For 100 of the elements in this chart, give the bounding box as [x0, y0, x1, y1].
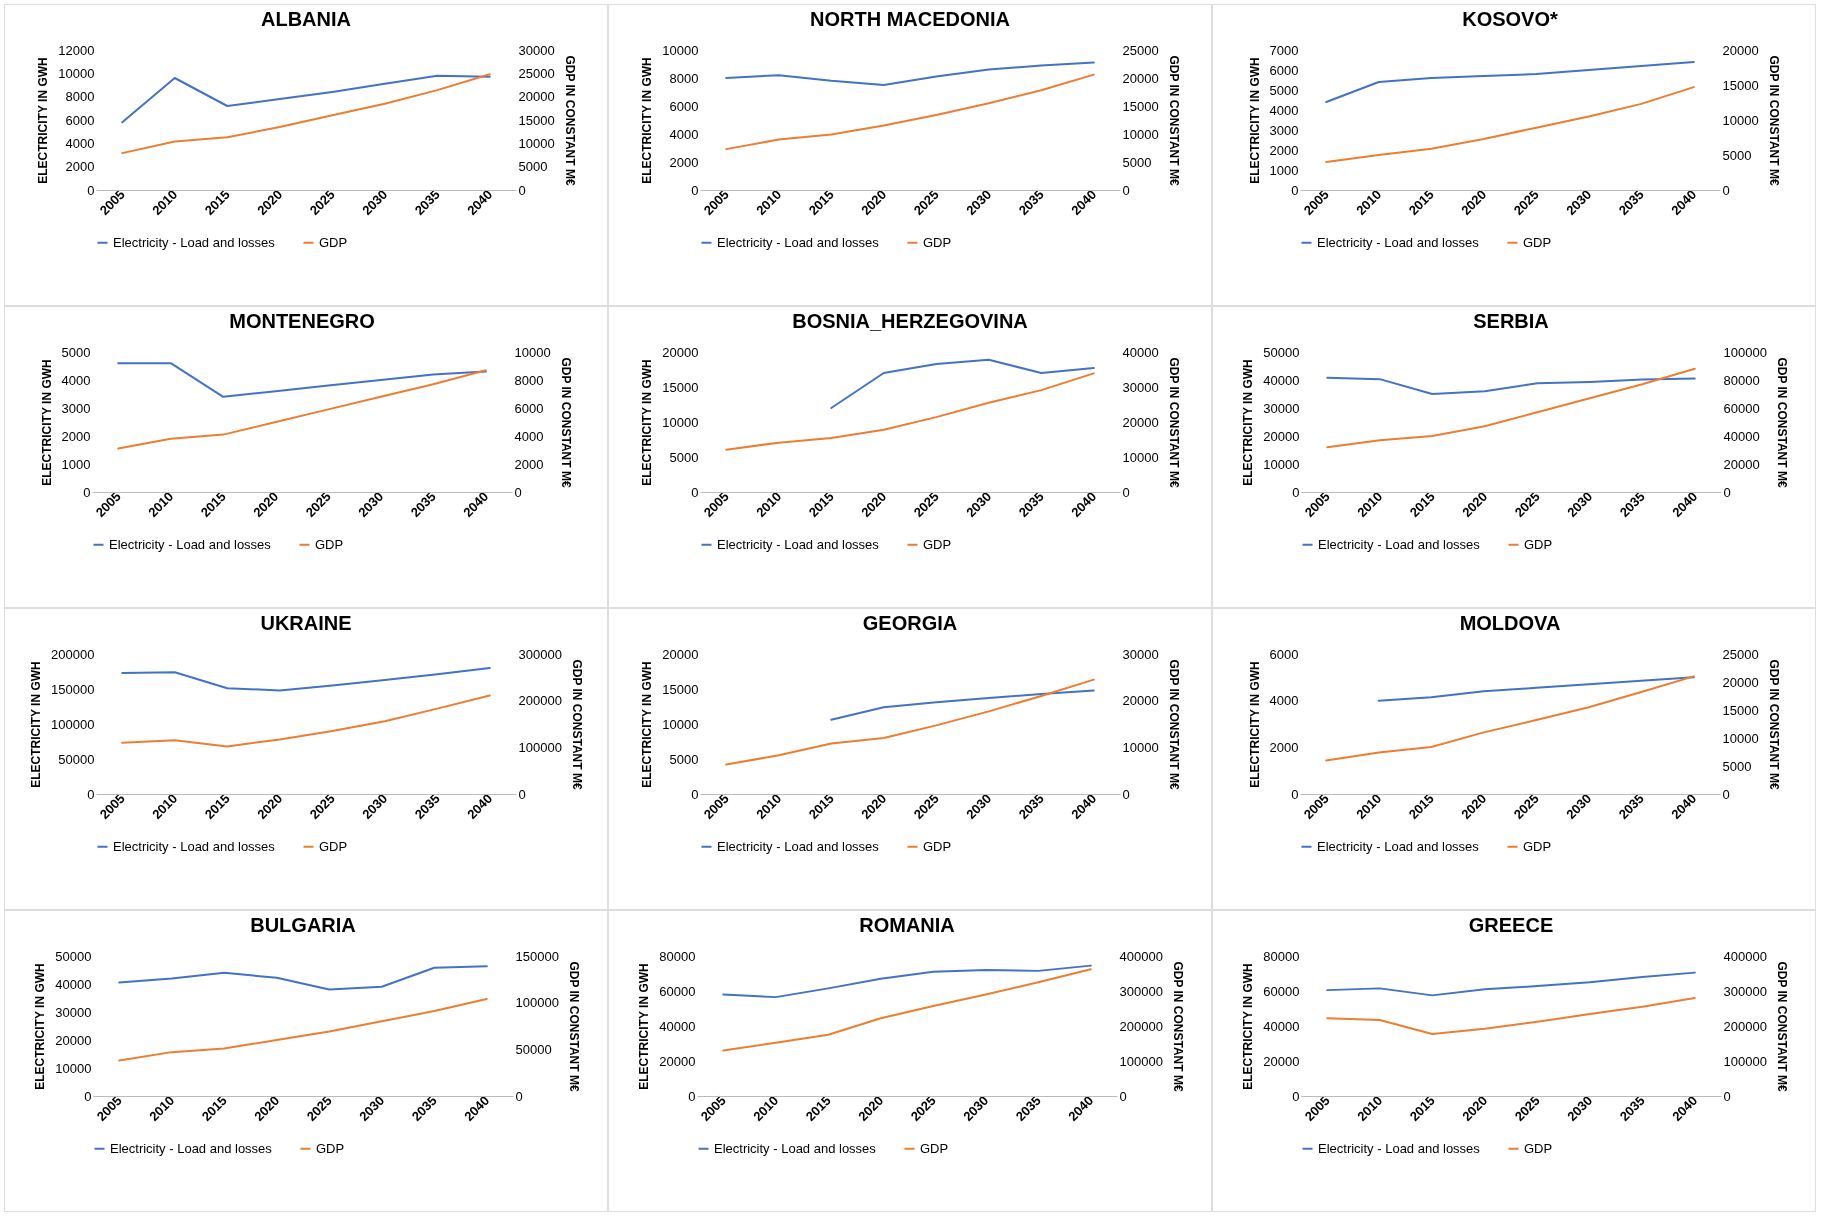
y2-axis-title: GDP IN CONSTANT M€ — [566, 961, 581, 1092]
y-tick-label: 30000 — [1262, 400, 1299, 416]
y2-axis-title: GDP IN CONSTANT M€ — [562, 55, 577, 186]
y-tick-label: 0 — [83, 1088, 91, 1104]
y-tick-label: 0 — [691, 786, 699, 802]
y2-axis-title: GDP IN CONSTANT M€ — [558, 357, 573, 488]
y2-tick-label: 0 — [1723, 484, 1731, 500]
line-series — [1325, 376, 1696, 395]
line-series — [117, 997, 488, 1062]
chart-title: BULGARIA — [249, 914, 356, 936]
y-tick-label: 6000 — [65, 112, 95, 128]
y2-tick-label: 40000 — [1723, 428, 1760, 444]
y-axis-title: ELECTRICITY IN GWH — [640, 661, 655, 788]
line-series — [1325, 86, 1695, 163]
y-axis-title: ELECTRICITY IN GWH — [36, 57, 51, 184]
y-tick-label: 2000 — [1269, 142, 1299, 158]
y2-tick-label: 6000 — [514, 400, 544, 416]
legend-label: Electricity - Load and losses — [1317, 1140, 1480, 1156]
y2-tick-label: 0 — [1122, 786, 1130, 802]
y-tick-label: 4000 — [65, 135, 95, 151]
y-tick-label: 5000 — [669, 449, 699, 465]
line-series — [1325, 367, 1696, 449]
y2-tick-label: 200000 — [1119, 1018, 1163, 1034]
y-tick-label: 30000 — [54, 1004, 91, 1020]
line-series — [1325, 61, 1695, 103]
y2-axis-title: GDP IN CONSTANT M€ — [1170, 961, 1185, 1092]
y-tick-label: 8000 — [669, 70, 699, 86]
y-axis-title: ELECTRICITY IN GWH — [636, 963, 651, 1090]
legend-label: Electricity - Load and losses — [113, 234, 276, 250]
y2-tick-label: 60000 — [1723, 400, 1760, 416]
y2-tick-label: 15000 — [1722, 77, 1759, 93]
y-tick-label: 5000 — [669, 751, 699, 767]
y2-tick-label: 300000 — [1723, 983, 1767, 999]
y2-tick-label: 25000 — [1722, 646, 1759, 662]
y2-tick-label: 20000 — [518, 89, 555, 105]
y2-tick-label: 300000 — [518, 646, 562, 662]
y2-tick-label: 100000 — [518, 739, 562, 755]
line-series — [121, 667, 491, 692]
y-tick-label: 10000 — [1262, 456, 1299, 472]
y2-tick-label: 100000 — [515, 995, 559, 1011]
y-tick-label: 12000 — [58, 42, 95, 58]
y2-tick-label: 100000 — [1723, 1053, 1767, 1069]
y2-tick-label: 200000 — [1723, 1018, 1767, 1034]
y2-tick-label: 5000 — [1722, 758, 1752, 774]
y-tick-label: 2000 — [1269, 739, 1299, 755]
chart-title: BOSNIA_HERZEGOVINA — [792, 310, 1028, 332]
line-series — [830, 689, 1095, 721]
y-tick-label: 40000 — [1262, 372, 1299, 388]
legend-label: Electricity - Load and losses — [113, 838, 276, 854]
y-tick-label: 10000 — [662, 414, 699, 430]
y2-tick-label: 20000 — [1122, 70, 1159, 86]
line-series — [725, 73, 1095, 151]
y2-tick-label: 0 — [1119, 1088, 1127, 1104]
line-series — [117, 362, 487, 398]
chart-title: UKRAINE — [260, 612, 352, 634]
y-tick-label: 20000 — [54, 1032, 91, 1048]
y-tick-label: 2000 — [65, 159, 95, 175]
y2-tick-label: 8000 — [514, 372, 544, 388]
y2-tick-label: 25000 — [518, 65, 555, 81]
y2-tick-label: 400000 — [1119, 948, 1163, 964]
chart-title: GEORGIA — [862, 612, 958, 634]
y-tick-label: 10000 — [662, 716, 699, 732]
y2-tick-label: 5000 — [1722, 147, 1752, 163]
y2-tick-label: 2000 — [514, 456, 544, 472]
y-axis-title: ELECTRICITY IN GWH — [1247, 57, 1262, 184]
legend-label: Electricity - Load and losses — [1317, 536, 1480, 552]
y-tick-label: 15000 — [662, 681, 699, 697]
legend-label: Electricity - Load and losses — [713, 1140, 876, 1156]
y2-tick-label: 4000 — [514, 428, 544, 444]
y2-axis-title: GDP IN CONSTANT M€ — [1766, 55, 1781, 186]
y2-tick-label: 0 — [1723, 1088, 1731, 1104]
y-tick-label: 4000 — [1269, 102, 1299, 118]
y2-tick-label: 10000 — [514, 344, 551, 360]
y-axis-title: ELECTRICITY IN GWH — [640, 359, 655, 486]
y-tick-label: 0 — [691, 484, 699, 500]
legend-label: Electricity - Load and losses — [717, 536, 880, 552]
y2-tick-label: 0 — [1122, 484, 1130, 500]
y-tick-label: 0 — [1291, 786, 1299, 802]
legend-label: GDP — [315, 1140, 344, 1156]
y2-tick-label: 10000 — [1122, 739, 1159, 755]
line-series — [121, 73, 491, 155]
y2-tick-label: 0 — [518, 182, 526, 198]
y-tick-label: 1000 — [1269, 162, 1299, 178]
y-axis-title: ELECTRICITY IN GWH — [29, 661, 44, 788]
line-series — [1377, 676, 1695, 702]
line-series — [1325, 971, 1696, 997]
y2-axis-title: GDP IN CONSTANT M€ — [1766, 659, 1781, 790]
y-tick-label: 0 — [691, 182, 699, 198]
y2-tick-label: 400000 — [1723, 948, 1767, 964]
chart-title: KOSOVO* — [1462, 8, 1558, 30]
y-axis-title: ELECTRICITY IN GWH — [32, 963, 47, 1090]
y2-tick-label: 15000 — [1722, 702, 1759, 718]
y2-axis-title: GDP IN CONSTANT M€ — [1774, 357, 1789, 488]
legend-label: GDP — [923, 536, 952, 552]
y-tick-label: 3000 — [61, 400, 91, 416]
y-tick-label: 20000 — [658, 1053, 695, 1069]
y2-tick-label: 10000 — [1122, 449, 1159, 465]
y-tick-label: 3000 — [1269, 122, 1299, 138]
y2-tick-label: 20000 — [1122, 414, 1159, 430]
legend-label: Electricity - Load and losses — [717, 234, 880, 250]
